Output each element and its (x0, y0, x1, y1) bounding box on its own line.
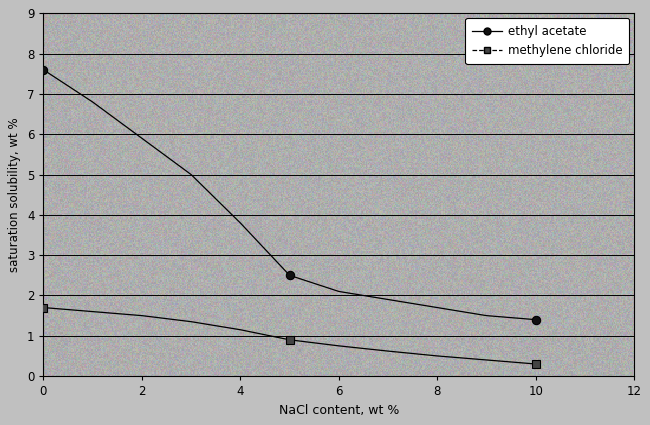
Y-axis label: saturation solubility, wt %: saturation solubility, wt % (8, 117, 21, 272)
Legend: ethyl acetate, methylene chloride: ethyl acetate, methylene chloride (465, 18, 629, 64)
Line: methylene chloride: methylene chloride (39, 303, 540, 368)
ethyl acetate (285, 273, 293, 278)
methylene chloride (532, 361, 539, 366)
methylene chloride (285, 337, 293, 343)
ethyl acetate (40, 67, 47, 72)
Line: ethyl acetate: ethyl acetate (39, 65, 540, 324)
X-axis label: NaCl content, wt %: NaCl content, wt % (279, 404, 399, 416)
ethyl acetate (532, 317, 539, 322)
methylene chloride (40, 305, 47, 310)
